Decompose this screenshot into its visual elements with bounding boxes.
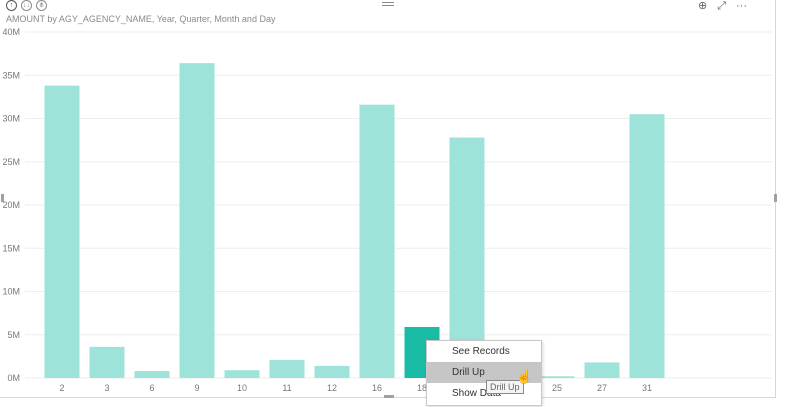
x-tick-label: 31 xyxy=(642,383,652,393)
drill-mode-icon[interactable]: ⊕ xyxy=(697,0,708,12)
y-tick-label: 25M xyxy=(2,157,20,167)
resize-handle-bottom[interactable] xyxy=(384,395,394,398)
y-tick-label: 0M xyxy=(7,373,20,383)
x-tick-label: 10 xyxy=(237,383,247,393)
focus-mode-icon[interactable]: ⤢ xyxy=(717,0,726,12)
drill-next-level-icon[interactable]: ↓↓ xyxy=(21,0,32,11)
x-tick-label: 9 xyxy=(194,383,199,393)
bar-27[interactable] xyxy=(584,362,620,378)
bar-11[interactable] xyxy=(269,359,305,378)
menu-item-drill-up[interactable]: Drill Up xyxy=(427,362,541,383)
x-tick-label: 27 xyxy=(597,383,607,393)
context-menu: See Records Drill Up Show Data xyxy=(426,340,542,406)
drag-grip-icon[interactable] xyxy=(382,2,394,8)
resize-handle-right[interactable] xyxy=(774,194,777,202)
y-tick-label: 10M xyxy=(2,287,20,297)
bar-3[interactable] xyxy=(89,346,125,378)
menu-item-show-data[interactable]: Show Data xyxy=(452,388,501,399)
x-tick-label: 6 xyxy=(149,383,154,393)
y-tick-label: 15M xyxy=(2,243,20,253)
y-tick-label: 5M xyxy=(7,330,20,340)
x-tick-label: 18 xyxy=(417,383,427,393)
x-tick-label: 25 xyxy=(552,383,562,393)
x-tick-label: 11 xyxy=(282,383,291,393)
bar-9[interactable] xyxy=(179,63,215,378)
drill-up-arrow-icon[interactable]: ↑ xyxy=(6,0,17,11)
bar-16[interactable] xyxy=(359,104,395,378)
bar-23[interactable] xyxy=(449,137,485,378)
bar-chart: 0M 5M 10M 15M 20M 25M 30M 35M 40M 2 3 6 9 10 11 12 16 18 2… xyxy=(2,27,772,393)
bar-25[interactable] xyxy=(539,376,575,378)
more-options-icon[interactable]: ··· xyxy=(736,0,747,12)
expand-hierarchy-icon[interactable]: ⋔ xyxy=(36,0,47,11)
bar-12[interactable] xyxy=(314,365,350,378)
chart-title: AMOUNT by AGY_AGENCY_NAME, Year, Quarter… xyxy=(6,14,276,24)
y-tick-label: 20M xyxy=(2,200,20,210)
bar-10[interactable] xyxy=(224,370,260,378)
bar-31[interactable] xyxy=(629,114,665,379)
visual-toolbar-left: ↑ ↓↓ ⋔ xyxy=(6,0,47,12)
bar-6[interactable] xyxy=(134,371,170,378)
x-tick-label: 12 xyxy=(327,383,337,393)
bar-2[interactable] xyxy=(44,85,80,378)
resize-handle-left[interactable] xyxy=(1,194,4,202)
x-tick-label: 16 xyxy=(372,383,382,393)
hand-cursor-icon: ☝ xyxy=(516,369,533,384)
x-tick-label: 3 xyxy=(104,383,109,393)
y-tick-label: 30M xyxy=(2,114,20,124)
x-tick-label: 2 xyxy=(59,383,64,393)
y-tick-label: 35M xyxy=(2,70,20,80)
tooltip: Drill Up xyxy=(486,380,524,394)
visual-toolbar-right: ⊕ ⤢ ··· xyxy=(698,0,747,12)
y-tick-label: 40M xyxy=(2,27,20,37)
menu-item-see-records[interactable]: See Records xyxy=(452,346,510,357)
